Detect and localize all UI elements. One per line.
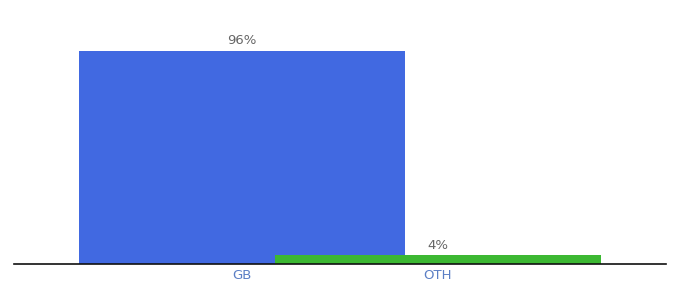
- Text: 96%: 96%: [227, 34, 257, 47]
- Bar: [275, 255, 601, 264]
- Bar: [79, 51, 405, 264]
- Text: 4%: 4%: [428, 239, 448, 252]
